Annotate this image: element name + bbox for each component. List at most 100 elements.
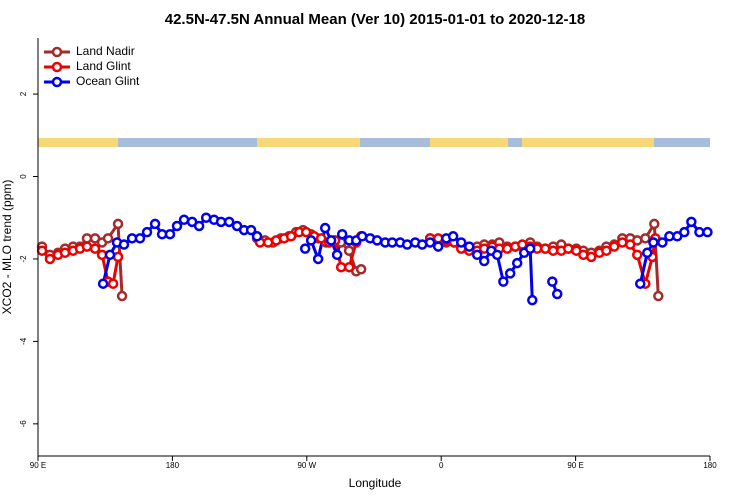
x-axis-label: Longitude xyxy=(349,476,402,490)
data-point xyxy=(640,233,651,244)
data-point xyxy=(657,237,668,248)
data-point xyxy=(104,249,116,261)
land-band xyxy=(38,138,118,147)
data-point xyxy=(355,264,367,275)
data-point xyxy=(547,276,558,287)
data-point xyxy=(563,243,574,254)
data-point xyxy=(524,243,536,254)
data-point xyxy=(300,226,312,238)
data-point xyxy=(478,255,490,267)
data-point xyxy=(432,233,444,244)
y-tick-label: -4 xyxy=(19,337,28,345)
data-point xyxy=(702,226,713,238)
x-tick-label: 0 xyxy=(439,461,444,470)
x-tick-label: 180 xyxy=(703,461,717,470)
data-point xyxy=(171,220,183,232)
data-point xyxy=(642,247,653,259)
data-point xyxy=(424,237,436,248)
data-point xyxy=(447,231,459,242)
data-point xyxy=(527,294,538,306)
data-point xyxy=(44,253,56,265)
data-point xyxy=(102,233,114,244)
data-point xyxy=(285,231,297,242)
data-point xyxy=(315,233,327,244)
data-point xyxy=(336,228,348,240)
legend-label: Ocean Glint xyxy=(76,74,140,88)
data-point xyxy=(251,231,263,242)
data-point xyxy=(262,237,274,248)
x-tick-label: 90 W xyxy=(297,461,316,470)
data-point xyxy=(141,226,153,238)
data-point xyxy=(432,241,444,252)
data-point xyxy=(371,235,383,246)
data-point xyxy=(679,226,690,238)
data-point xyxy=(331,249,343,261)
land-band xyxy=(257,138,360,147)
data-point xyxy=(504,268,516,279)
data-point xyxy=(245,224,257,236)
data-point xyxy=(401,239,413,250)
data-point xyxy=(164,228,176,240)
data-point xyxy=(312,253,324,265)
chart-title: 42.5N-47.5N Annual Mean (Ver 10) 2015-01… xyxy=(165,11,585,28)
data-point xyxy=(335,261,347,273)
y-tick-label: 2 xyxy=(19,91,28,96)
data-point xyxy=(299,243,311,254)
data-point xyxy=(112,218,124,230)
data-point xyxy=(118,239,130,250)
data-point xyxy=(193,220,205,232)
data-point xyxy=(551,288,563,300)
x-tick-label: 180 xyxy=(166,461,180,470)
data-point xyxy=(149,218,161,230)
data-point xyxy=(464,241,475,252)
data-point xyxy=(305,235,317,246)
data-point xyxy=(112,251,124,263)
ocean-band xyxy=(38,138,710,147)
land-ocean-strip xyxy=(38,138,710,147)
x-tick-label: 90 E xyxy=(30,461,46,470)
plot-area xyxy=(36,212,713,306)
data-point xyxy=(501,243,513,254)
data-point xyxy=(343,245,355,256)
data-point xyxy=(632,249,643,261)
data-point xyxy=(134,233,146,244)
data-point xyxy=(343,261,355,273)
y-axis-label: XCO2 - MLO trend (ppm) xyxy=(0,180,14,315)
data-point xyxy=(586,251,597,263)
land-band xyxy=(430,138,508,147)
data-point xyxy=(59,247,71,259)
series-line xyxy=(101,216,708,301)
data-point xyxy=(511,257,523,269)
data-point xyxy=(89,243,101,254)
data-point xyxy=(455,237,467,248)
data-point xyxy=(116,290,128,302)
legend-marker xyxy=(51,76,63,88)
data-point xyxy=(215,216,227,228)
data-point xyxy=(36,245,48,256)
x-tick-label: 90 E xyxy=(567,461,583,470)
data-point xyxy=(178,214,190,226)
y-tick-label: -2 xyxy=(19,255,28,263)
data-point xyxy=(547,245,559,256)
data-point xyxy=(319,222,331,234)
data-point xyxy=(625,239,636,250)
y-tick-label: 0 xyxy=(19,174,28,179)
data-point xyxy=(107,278,119,289)
data-point xyxy=(223,216,235,228)
legend-label: Land Glint xyxy=(76,59,131,73)
data-point xyxy=(653,290,664,302)
data-point xyxy=(694,226,705,238)
legend-marker xyxy=(51,46,63,58)
legend-marker xyxy=(51,61,63,73)
legend-label: Land Nadir xyxy=(76,44,135,58)
data-point xyxy=(471,249,483,261)
y-tick-label: -6 xyxy=(19,420,28,428)
data-point xyxy=(491,249,503,261)
data-point xyxy=(498,276,509,287)
data-point xyxy=(97,278,109,289)
land-band xyxy=(522,138,654,147)
data-point xyxy=(649,218,660,230)
data-point xyxy=(635,278,646,289)
data-point xyxy=(81,233,93,244)
